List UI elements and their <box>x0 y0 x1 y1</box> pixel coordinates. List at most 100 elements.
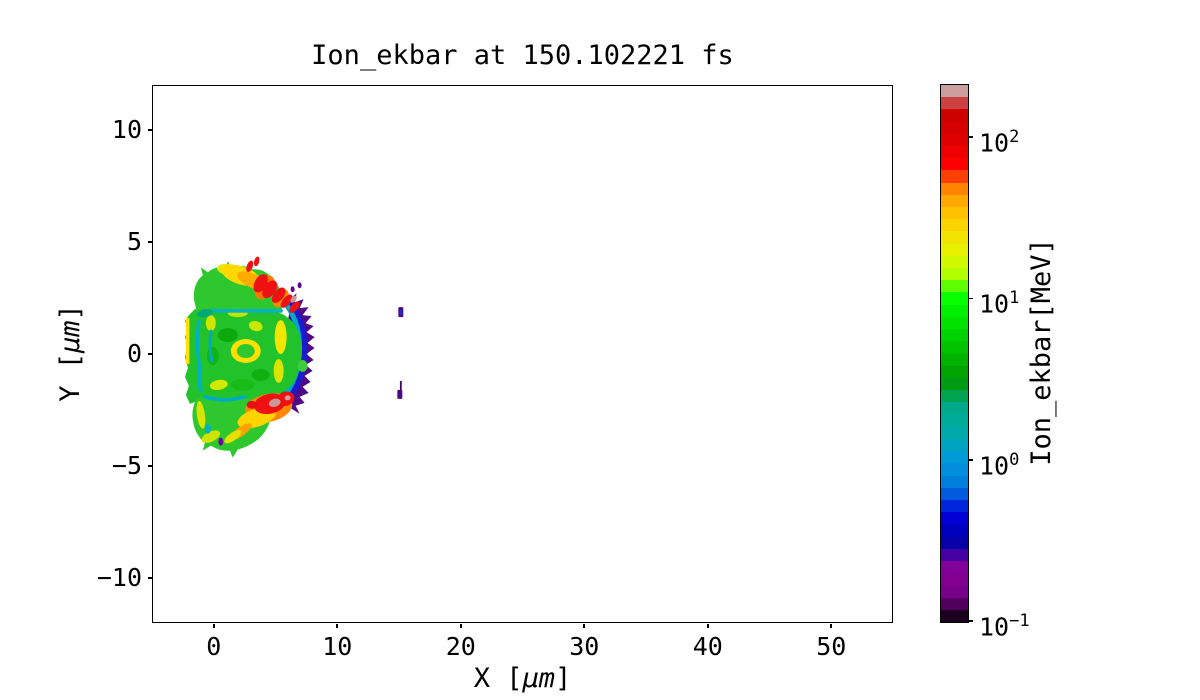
x-axis-label-suffix: ] <box>555 663 572 694</box>
x-axis-label-prefix: X [ <box>473 663 523 694</box>
colorbar-band <box>941 573 968 586</box>
y-axis-label-prefix: Y [ <box>55 353 86 402</box>
y-tick-label: −10 <box>96 563 142 593</box>
colorbar-tick-mark <box>969 297 973 300</box>
colorbar-band <box>941 377 968 391</box>
colorbar-band <box>941 219 968 232</box>
cyan-top-line <box>208 309 283 313</box>
colorbar-band <box>941 255 968 269</box>
colorbar-label: Ion_ekbar[MeV] <box>1026 238 1057 466</box>
x-axis-label: X [μm] <box>152 663 893 694</box>
plot-area <box>152 85 893 623</box>
green-upper-lobe <box>193 261 283 313</box>
colorbar-band <box>941 426 968 439</box>
x-tick-label: 40 <box>692 632 723 661</box>
y-axis-label-suffix: ] <box>55 304 86 321</box>
colorbar-band <box>941 182 968 195</box>
colorbar-band <box>941 585 968 598</box>
colorbar-band <box>941 560 968 574</box>
x-tick-mark <box>830 624 833 628</box>
colorbar-band <box>941 499 968 513</box>
cluster-rosy-core <box>268 398 281 407</box>
speck-lower-tail <box>399 380 402 392</box>
colorbar-band <box>941 329 968 342</box>
yellow-left-edge <box>185 318 190 364</box>
cluster-rosy-core <box>284 395 291 401</box>
y-tick-mark <box>148 465 152 467</box>
y-tick-label: 10 <box>111 114 142 144</box>
purple-dot <box>218 437 224 446</box>
yellow-band <box>273 358 284 383</box>
colorbar-band <box>941 512 968 525</box>
colorbar-band <box>941 170 968 183</box>
plot-title: Ion_ekbar at 150.102221 fs <box>311 40 734 71</box>
colorbar-band <box>941 609 968 622</box>
red-teardrop <box>253 256 260 267</box>
colorbar-band <box>941 365 968 378</box>
ion-energy-heatmap <box>184 256 404 458</box>
colorbar-band <box>941 97 968 110</box>
colorbar-band <box>941 341 968 354</box>
colorbar-tick-mark <box>969 136 973 138</box>
y-axis-label-unit: μm <box>55 320 86 353</box>
teal-patch <box>196 308 213 318</box>
colorbar-band <box>941 548 968 561</box>
colorbar-band <box>941 353 968 366</box>
colorbar-band <box>941 536 968 549</box>
dark-green-patch <box>251 368 270 381</box>
colorbar-band <box>941 109 968 122</box>
colorbar-band <box>941 463 968 476</box>
dark-green-patch <box>230 378 255 391</box>
x-tick-mark <box>336 624 339 628</box>
colorbar-band <box>941 524 968 537</box>
colorbar-band <box>941 316 968 330</box>
x-tick-label: 30 <box>569 632 600 661</box>
colorbar-tick-label: 101 <box>979 288 1020 319</box>
red-teardrop <box>280 294 293 308</box>
x-tick-label: 20 <box>445 632 476 661</box>
yellow-patch <box>248 320 263 332</box>
y-tick-mark <box>148 353 152 355</box>
yellow-streak <box>224 430 242 444</box>
x-tick-mark <box>459 624 462 628</box>
yellow-ring-core <box>236 344 255 358</box>
red-teardrop <box>246 260 254 273</box>
colorbar-band <box>941 85 968 98</box>
colorbar-band <box>941 414 968 427</box>
red-teardrop <box>271 287 286 303</box>
colorbar-band <box>941 597 968 610</box>
colorbar <box>940 84 969 623</box>
cyan-squiggle <box>195 319 203 393</box>
rosy-hotspot <box>290 295 297 303</box>
colorbar-tick-label: 102 <box>979 127 1020 158</box>
purple-dot <box>297 282 302 289</box>
colorbar-band <box>941 304 968 317</box>
colorbar-band <box>941 207 968 220</box>
colorbar-bands <box>941 85 968 622</box>
cyan-bottom-line <box>203 395 247 402</box>
red-dot <box>246 400 257 409</box>
x-axis-label-unit: μm <box>522 663 556 694</box>
red-teardrop <box>289 301 300 313</box>
colorbar-band <box>941 487 968 500</box>
colorbar-band <box>941 475 968 488</box>
colorbar-band <box>941 292 968 305</box>
cyan-dot <box>204 423 211 434</box>
colorbar-band <box>941 231 968 244</box>
green-spot-on-rim <box>297 359 308 372</box>
colorbar-band <box>941 268 968 281</box>
cyan-squiggle <box>208 329 214 363</box>
dark-green-patch <box>217 328 238 343</box>
y-tick-mark <box>148 577 152 579</box>
y-tick-label: 5 <box>126 226 142 256</box>
colorbar-band <box>941 194 968 208</box>
colorbar-band <box>941 133 968 147</box>
colorbar-band <box>941 243 968 256</box>
yellow-band <box>274 320 287 354</box>
y-tick-mark <box>148 129 152 131</box>
colorbar-tick-label: 100 <box>979 449 1020 481</box>
blue-edge-arc <box>282 297 308 402</box>
yellow-lobe-edge <box>196 400 206 429</box>
speck-lower <box>397 389 403 399</box>
